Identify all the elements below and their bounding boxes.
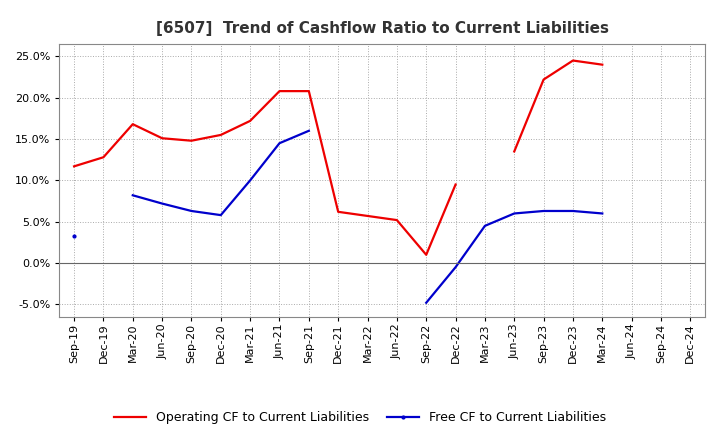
Operating CF to Current Liabilities [99,154,108,160]
Operating CF to Current Liabilities [246,118,254,124]
Operating CF to Current Liabilities [392,217,401,223]
Operating CF to Current Liabilities [128,121,137,127]
Operating CF to Current Liabilities [451,182,460,187]
Operating CF to Current Liabilities [275,88,284,94]
Operating CF to Current Liabilities [334,209,343,214]
Operating CF to Current Liabilities [363,213,372,219]
Operating CF to Current Liabilities [305,88,313,94]
Legend: Operating CF to Current Liabilities, Free CF to Current Liabilities: Operating CF to Current Liabilities, Fre… [109,407,611,429]
Operating CF to Current Liabilities [422,252,431,257]
Line: Operating CF to Current Liabilities: Operating CF to Current Liabilities [74,91,456,255]
Operating CF to Current Liabilities [70,164,78,169]
Operating CF to Current Liabilities [158,136,166,141]
Title: [6507]  Trend of Cashflow Ratio to Current Liabilities: [6507] Trend of Cashflow Ratio to Curren… [156,21,608,36]
Operating CF to Current Liabilities [217,132,225,138]
Operating CF to Current Liabilities [187,138,196,143]
